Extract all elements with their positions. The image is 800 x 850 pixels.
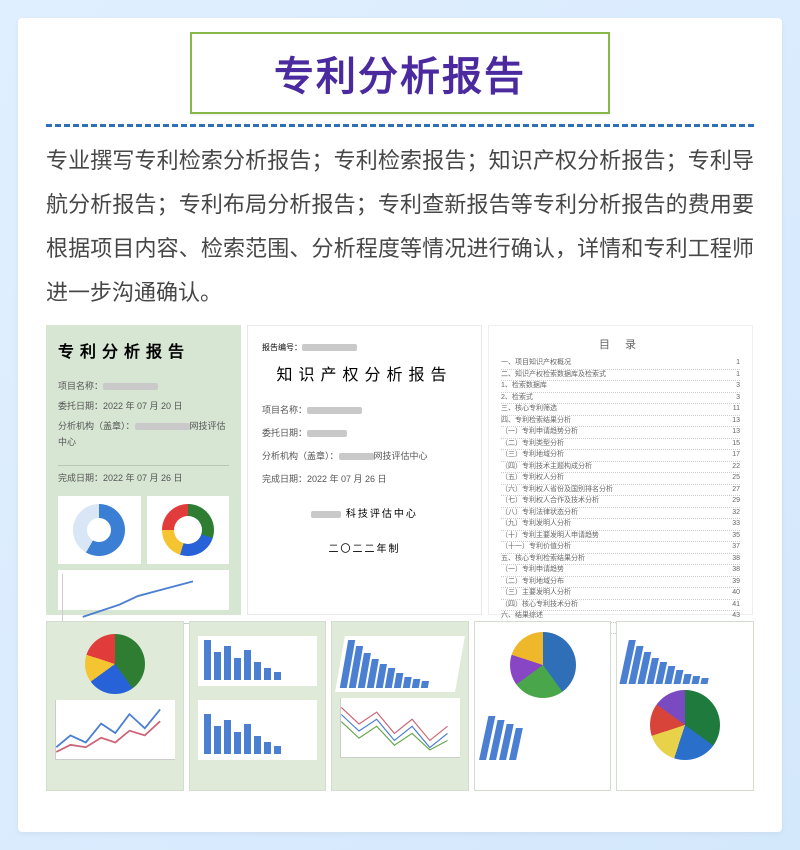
pie-chart	[85, 634, 145, 694]
toc-row: 一、项目知识产权概况1	[501, 358, 740, 370]
toc-row: 2、检索式3	[501, 393, 740, 405]
chart-thumb-3d-lines	[331, 621, 469, 791]
bar-chart-3d	[479, 704, 606, 760]
toc-row: 1、检索数据库3	[501, 381, 740, 393]
ring-chart-thumb	[147, 496, 230, 564]
toc-row: 三、核心专利筛选11	[501, 404, 740, 416]
toc-row: （一）专利申请趋势38	[501, 565, 740, 577]
green-doc-date1: 委托日期：2022 年 07 月 20 日	[58, 398, 229, 414]
redacted-text	[135, 423, 190, 430]
pie-chart	[650, 690, 720, 760]
chart-thumb-bars-pie-white	[616, 621, 754, 791]
white-doc-code: 报告编号：	[262, 342, 467, 353]
donut-chart-thumb	[58, 496, 141, 564]
green-doc-charts	[58, 496, 229, 564]
main-card: 专利分析报告 专业撰写专利检索分析报告；专利检索报告；知识产权分析报告；专利导航…	[18, 18, 782, 832]
green-doc-org: 分析机构（盖章）：网技评估中心	[58, 418, 229, 450]
toc-row: （五）专利权人分析25	[501, 473, 740, 485]
toc-row: （十一）专利价值分析37	[501, 542, 740, 554]
document-gallery-row-2	[46, 621, 754, 791]
toc-row: 二、知识产权检索数据库及检索式1	[501, 370, 740, 382]
toc-row: （十）专利主要发明人申请趋势35	[501, 531, 740, 543]
toc-row: （二）专利地域分布39	[501, 577, 740, 589]
green-report-cover: 专利分析报告 项目名称： 委托日期：2022 年 07 月 20 日 分析机构（…	[46, 325, 241, 615]
multi-line-chart	[340, 698, 460, 758]
page-title: 专利分析报告	[192, 44, 608, 102]
toc-row: （四）核心专利技术分析41	[501, 600, 740, 612]
title-box: 专利分析报告	[190, 32, 610, 114]
bar-chart-3d	[335, 636, 464, 692]
toc-row: （九）专利发明人分析33	[501, 519, 740, 531]
ring-chart	[162, 504, 214, 556]
white-doc-r1: 项目名称：	[262, 403, 467, 416]
white-report-cover: 报告编号： 知识产权分析报告 项目名称： 委托日期： 分析机构（盖章）：网技评估…	[247, 325, 482, 615]
toc-title: 目 录	[501, 336, 740, 352]
toc-row: （四）专利技术主题构成分析22	[501, 462, 740, 474]
green-doc-title: 专利分析报告	[58, 339, 229, 368]
white-report-column: 报告编号： 知识产权分析报告 项目名称： 委托日期： 分析机构（盖章）：网技评估…	[247, 325, 482, 615]
intro-text: 专业撰写专利检索分析报告；专利检索报告；知识产权分析报告；专利导航分析报告；专利…	[46, 139, 754, 315]
toc-row: 五、核心专利检索结果分析38	[501, 554, 740, 566]
white-doc-title: 知识产权分析报告	[262, 361, 467, 385]
line-chart	[62, 574, 225, 624]
redacted-text	[307, 407, 362, 414]
chart-thumb-pie-line	[46, 621, 184, 791]
white-doc-r2: 委托日期：	[262, 426, 467, 439]
green-report-column: 专利分析报告 项目名称： 委托日期：2022 年 07 月 20 日 分析机构（…	[46, 325, 241, 615]
toc-row: 四、专利检索结果分析13	[501, 416, 740, 428]
green-doc-project: 项目名称：	[58, 378, 229, 394]
chart-thumb-bars	[189, 621, 327, 791]
toc-row: （三）专利地域分析17	[501, 450, 740, 462]
bar-chart	[198, 700, 318, 760]
toc-row: （三）主要发明人分析40	[501, 588, 740, 600]
redacted-text	[339, 453, 374, 460]
pie-chart	[510, 632, 576, 698]
bar-chart	[198, 636, 318, 686]
document-gallery-row-1: 专利分析报告 项目名称： 委托日期：2022 年 07 月 20 日 分析机构（…	[46, 325, 754, 615]
white-doc-r3: 分析机构（盖章）：网技评估中心	[262, 449, 467, 462]
line-chart	[55, 700, 175, 760]
table-of-contents: 目 录 一、项目知识产权概况1二、知识产权检索数据库及检索式1 1、检索数据库3…	[488, 325, 753, 615]
toc-row: （二）专利类型分析15	[501, 439, 740, 451]
toc-row: （七）专利权人合作及技术分析29	[501, 496, 740, 508]
toc-row: （六）专利权人省份及国别排名分析27	[501, 485, 740, 497]
green-doc-date2: 完成日期：2022 年 07 月 26 日	[58, 465, 229, 486]
redacted-text	[103, 383, 158, 390]
white-doc-r4: 完成日期：2022 年 07 月 26 日	[262, 472, 467, 485]
dashed-divider	[46, 124, 754, 127]
bar-chart-3d	[620, 632, 751, 684]
white-doc-footer2: 二〇二二年制	[262, 540, 467, 555]
line-chart-thumb	[58, 570, 229, 610]
toc-column: 目 录 一、项目知识产权概况1二、知识产权检索数据库及检索式1 1、检索数据库3…	[488, 325, 753, 615]
chart-thumb-pie-bars-white	[474, 621, 612, 791]
donut-chart	[73, 504, 125, 556]
toc-row: （八）专利法律状态分析32	[501, 508, 740, 520]
redacted-text	[302, 344, 357, 351]
white-doc-footer1: 科技评估中心	[262, 505, 467, 520]
redacted-text	[307, 430, 347, 437]
toc-row: （一）专利申请趋势分析13	[501, 427, 740, 439]
toc-rows: 一、项目知识产权概况1二、知识产权检索数据库及检索式1 1、检索数据库3 2、检…	[501, 358, 740, 634]
